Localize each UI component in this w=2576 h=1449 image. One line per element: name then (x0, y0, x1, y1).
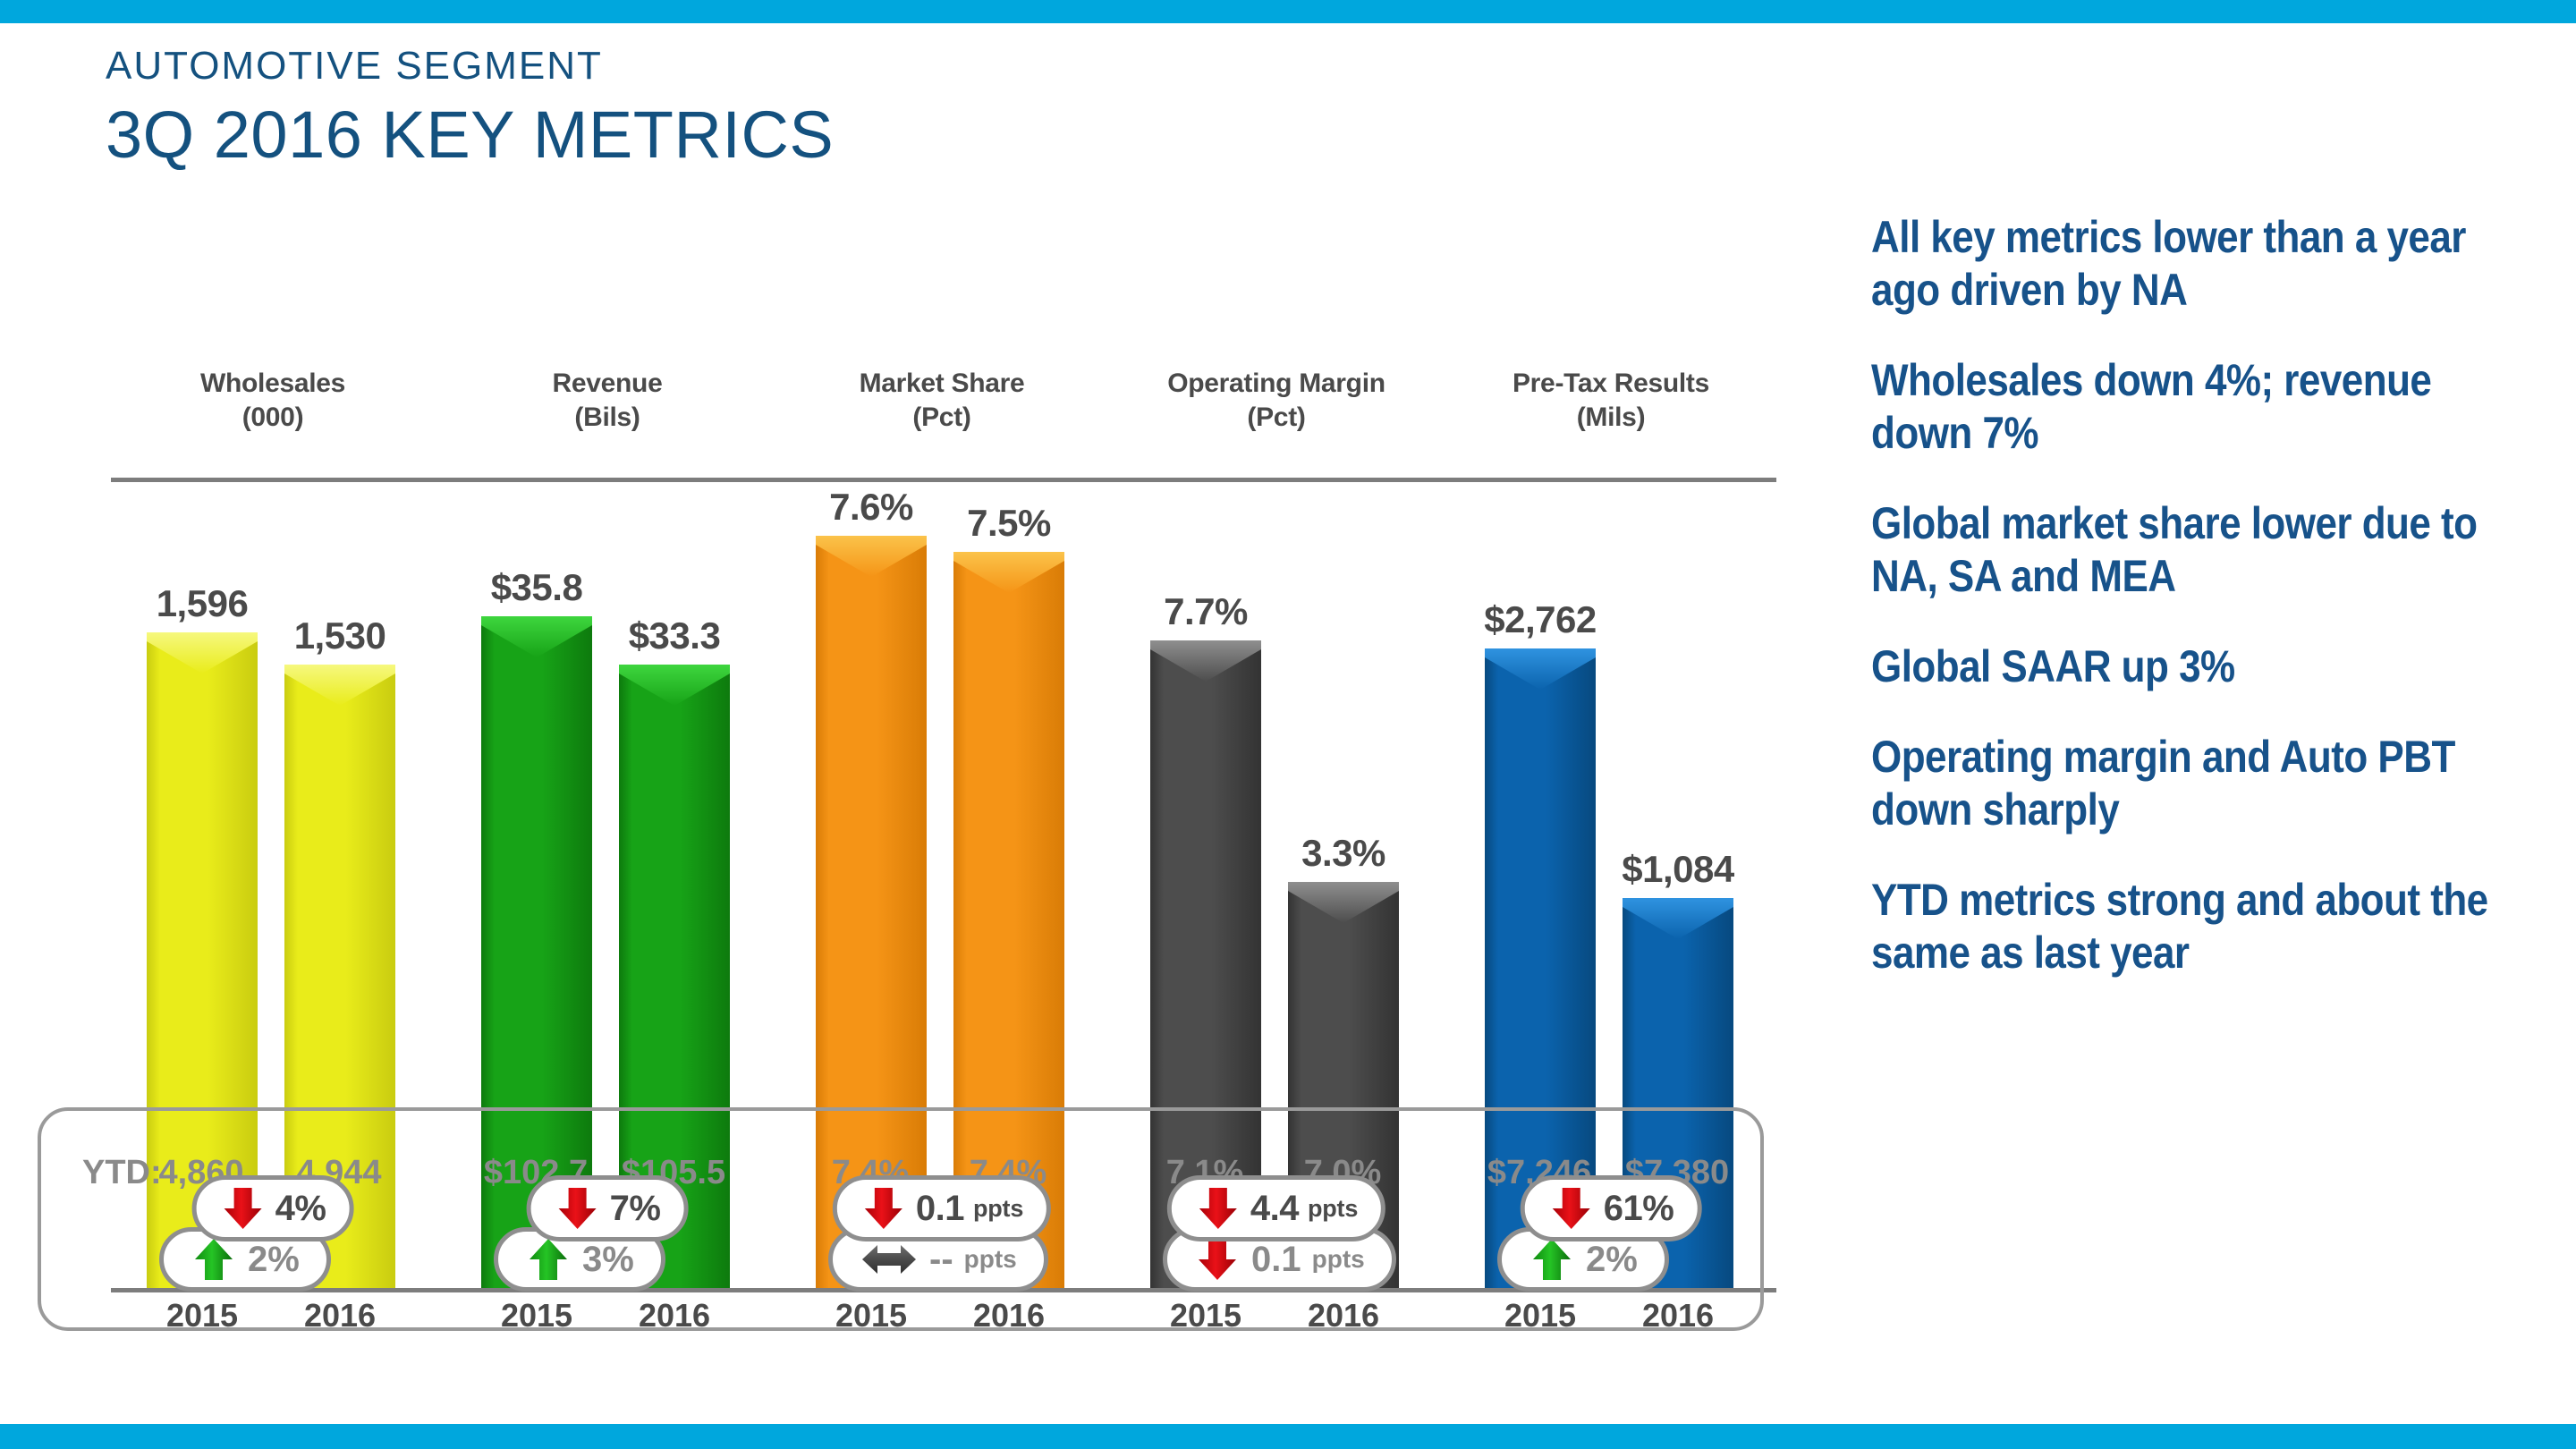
change-badge-4-value: 4.4 (1250, 1188, 1300, 1228)
change-badge-5: 61% (1520, 1175, 1702, 1241)
ytd-change-badge-4-value: 0.1 (1251, 1239, 1301, 1279)
bar-group-4: 7.7% 3.3% 4.4 ppts (1109, 482, 1444, 1288)
up-arrow-icon (530, 1239, 567, 1280)
change-badge-2: 7% (526, 1175, 689, 1241)
column-header-name: Operating Margin (1167, 369, 1385, 398)
eyebrow-label: AUTOMOTIVE SEGMENT (106, 44, 603, 88)
bar-group-2: $35.8 $33.3 7% (440, 482, 775, 1288)
bar-value-label: 3.3% (1301, 832, 1385, 874)
commentary-item-4: Global SAAR up 3% (1871, 641, 2235, 691)
top-accent-band (0, 0, 2576, 23)
column-header-3: Market Share (Pct) (775, 367, 1109, 465)
down-arrow-icon (864, 1188, 902, 1229)
bar-market-share-2016: 7.5% (953, 502, 1064, 1288)
commentary-item-2: Wholesales down 4%; revenue down 7% (1871, 355, 2432, 458)
bar-value-label: $33.3 (628, 614, 721, 657)
bar-pair: 7.7% 3.3% 4.4 ppts (1109, 482, 1444, 1288)
column-header-name: Wholesales (199, 369, 346, 398)
bar-pair: 7.6% 7.5% 0.1 ppts (775, 482, 1109, 1288)
change-badge-1: 4% (191, 1175, 354, 1241)
ytd-change-badge-4-unit: ppts (1311, 1245, 1365, 1273)
column-header-4: Operating Margin (Pct) (1109, 367, 1444, 465)
column-header-unit: (Bils) (574, 402, 640, 433)
change-badge-1-value: 4% (275, 1188, 326, 1228)
title-block: AUTOMOTIVE SEGMENT 3Q 2016 KEY METRICS (106, 47, 834, 170)
up-arrow-icon (195, 1239, 233, 1280)
down-arrow-icon (1552, 1188, 1590, 1229)
bar-value-label: $35.8 (490, 566, 583, 608)
commentary-item-3: Global market share lower due to NA, SA … (1871, 498, 2478, 601)
change-badge-5-value: 61% (1603, 1188, 1674, 1228)
up-arrow-icon (1533, 1239, 1571, 1280)
chart-plot-area: 1,596 1,530 4% $35.8 $33.3 7% 7.6% 7.5% 0.1 ppts 7… (106, 482, 1778, 1288)
column-header-name: Pre-Tax Results (1512, 369, 1710, 398)
bar-market-share-2015: 7.6% (816, 486, 927, 1288)
bar-value-label: 7.5% (967, 502, 1051, 544)
change-badge-4-unit: ppts (1307, 1194, 1359, 1222)
column-header-unit: (Pct) (912, 402, 971, 433)
commentary-item-5: Operating margin and Auto PBT down sharp… (1871, 732, 2455, 835)
bar-pair: $35.8 $33.3 7% (440, 482, 775, 1288)
key-metrics-chart: Wholesales (000) Revenue (Bils) Market Share… (106, 367, 1778, 1334)
ytd-label: YTD: (82, 1154, 162, 1191)
column-header-2: Revenue (Bils) (440, 367, 775, 465)
bar-pair: 1,596 1,530 4% (106, 482, 440, 1288)
down-arrow-icon (224, 1188, 262, 1229)
column-header-name: Revenue (552, 369, 663, 398)
change-badge-3: 0.1 ppts (832, 1175, 1052, 1241)
commentary-item-6: YTD metrics strong and about the same as… (1871, 875, 2488, 978)
flat-arrow-icon (862, 1245, 916, 1274)
bar-group-3: 7.6% 7.5% 0.1 ppts (775, 482, 1109, 1288)
column-header-unit: (000) (242, 402, 304, 433)
change-badge-4: 4.4 ppts (1166, 1175, 1386, 1241)
chart-top-rule (111, 478, 1776, 482)
commentary-item-1: All key metrics lower than a year ago dr… (1871, 212, 2466, 315)
column-header-unit: (Mils) (1576, 402, 1646, 433)
commentary-list: All key metrics lower than a year ago dr… (1871, 211, 2533, 1017)
column-header-1: Wholesales (000) (106, 367, 440, 465)
change-badge-3-value: 0.1 (915, 1188, 965, 1228)
down-arrow-icon (1199, 1239, 1236, 1280)
bar-group-5: $2,762 $1,084 61% (1444, 482, 1778, 1288)
bar-value-label: 1,530 (293, 614, 386, 657)
bottom-accent-band (0, 1424, 2576, 1449)
bar-value-label: 7.6% (829, 486, 913, 528)
ytd-change-badge-2-value: 3% (582, 1239, 634, 1279)
change-badge-3-unit: ppts (972, 1194, 1024, 1222)
page-title: 3Q 2016 KEY METRICS (106, 97, 835, 172)
ytd-change-badge-3-value: -- (929, 1239, 953, 1279)
down-arrow-icon (558, 1188, 597, 1229)
ytd-change-badge-1-value: 2% (248, 1239, 300, 1279)
column-header-unit: (Pct) (1247, 402, 1306, 433)
bar-value-label: 1,596 (156, 582, 249, 624)
bar-value-label: $1,084 (1622, 848, 1734, 890)
change-badge-2-value: 7% (609, 1188, 661, 1228)
bar-pair: $2,762 $1,084 61% (1444, 482, 1778, 1288)
down-arrow-icon (1199, 1188, 1237, 1229)
bar-shape (816, 536, 927, 1288)
column-header-5: Pre-Tax Results (Mils) (1444, 367, 1778, 465)
ytd-change-badge-5-value: 2% (1586, 1239, 1638, 1279)
ytd-change-badge-3-unit: ppts (963, 1245, 1017, 1273)
bar-value-label: $2,762 (1484, 598, 1597, 640)
bar-value-label: 7.7% (1164, 590, 1248, 632)
column-header-name: Market Share (859, 369, 1025, 398)
bar-group-1: 1,596 1,530 4% (106, 482, 440, 1288)
chart-column-headers: Wholesales (000) Revenue (Bils) Market Share… (106, 367, 1778, 465)
bar-shape (953, 552, 1064, 1288)
